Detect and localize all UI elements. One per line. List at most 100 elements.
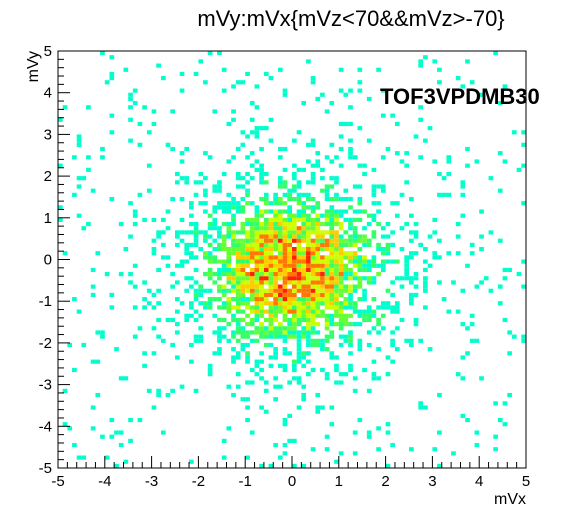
heatmap-cell xyxy=(235,351,241,356)
heatmap-cell xyxy=(409,338,414,343)
heatmap-cell xyxy=(348,196,353,202)
heatmap-cell xyxy=(207,372,213,377)
heatmap-cell xyxy=(273,192,278,197)
heatmap-cell xyxy=(366,305,372,310)
heatmap-cell xyxy=(277,301,283,306)
heatmap-cell xyxy=(287,267,292,273)
heatmap-cell xyxy=(170,272,175,277)
heatmap-cell xyxy=(380,313,386,318)
heatmap-cell xyxy=(207,255,213,260)
heatmap-cell xyxy=(329,334,335,339)
heatmap-cell xyxy=(306,159,311,164)
heatmap-cell xyxy=(207,226,213,231)
heatmap-cell xyxy=(371,359,377,364)
heatmap-cell xyxy=(142,280,147,285)
heatmap-cell xyxy=(245,255,250,260)
heatmap-cell xyxy=(329,217,335,222)
heatmap-cell xyxy=(366,221,372,227)
heatmap-cell xyxy=(343,242,349,247)
heatmap-cell xyxy=(184,246,190,252)
heatmap-cell xyxy=(287,272,292,277)
heatmap-cell xyxy=(217,205,222,210)
heatmap-cell xyxy=(329,238,335,243)
heatmap-cell xyxy=(292,280,297,285)
heatmap-cell xyxy=(221,292,227,298)
heatmap-cell xyxy=(409,342,414,348)
heatmap-cell xyxy=(193,288,199,293)
heatmap-cell xyxy=(282,297,288,302)
heatmap-cell xyxy=(193,317,199,323)
heatmap-cell xyxy=(128,138,133,143)
heatmap-cell xyxy=(362,292,367,298)
y-tick-label: 4 xyxy=(44,85,52,102)
heatmap-cell xyxy=(263,297,269,302)
heatmap-cell xyxy=(338,326,344,331)
heatmap-cell xyxy=(198,326,204,331)
heatmap-cell xyxy=(263,192,269,197)
heatmap-cell xyxy=(207,267,213,273)
heatmap-cell xyxy=(296,351,302,356)
heatmap-cell xyxy=(296,359,302,364)
heatmap-cell xyxy=(249,226,255,231)
heatmap-cell xyxy=(128,117,133,122)
heatmap-cell xyxy=(479,280,484,285)
heatmap-cell xyxy=(338,221,344,227)
heatmap-cell xyxy=(301,284,307,289)
heatmap-cell xyxy=(240,284,246,289)
heatmap-cell xyxy=(292,251,297,256)
heatmap-cell xyxy=(179,217,185,222)
heatmap-cell xyxy=(287,305,292,310)
x-axis-label: mVx xyxy=(494,491,526,508)
heatmap-cell xyxy=(329,351,335,356)
heatmap-cell xyxy=(315,205,321,210)
heatmap-cell xyxy=(179,384,185,389)
heatmap-cell xyxy=(249,251,255,256)
heatmap-cell xyxy=(259,288,264,293)
heatmap-cell xyxy=(315,259,321,264)
heatmap-cell xyxy=(259,226,264,231)
heatmap-cell xyxy=(179,263,185,268)
heatmap-cell xyxy=(310,180,316,185)
heatmap-cell xyxy=(287,188,292,193)
heatmap-cell xyxy=(310,292,316,298)
heatmap-cell xyxy=(193,334,199,339)
heatmap-cell xyxy=(306,251,311,256)
heatmap-cell xyxy=(301,330,307,335)
heatmap-cell xyxy=(469,322,475,327)
heatmap-cell xyxy=(474,430,480,435)
heatmap-cell xyxy=(310,326,316,331)
heatmap-cell xyxy=(301,363,307,368)
heatmap-cell xyxy=(380,326,386,331)
heatmap-cell xyxy=(231,234,236,239)
heatmap-cell xyxy=(409,238,414,243)
heatmap-cell xyxy=(151,326,157,331)
heatmap-cell xyxy=(366,313,372,318)
heatmap-cell xyxy=(460,376,466,381)
heatmap-cell xyxy=(371,309,377,314)
heatmap-cell xyxy=(217,338,222,343)
heatmap-cell xyxy=(306,301,311,306)
heatmap-cell xyxy=(240,342,246,348)
heatmap-cell xyxy=(409,255,414,260)
heatmap-cell xyxy=(366,430,372,435)
heatmap-cell xyxy=(231,297,236,302)
heatmap-cell xyxy=(362,367,367,373)
heatmap-cell xyxy=(72,192,77,197)
heatmap-cell xyxy=(296,267,302,273)
heatmap-cell xyxy=(142,217,147,222)
heatmap-cell xyxy=(324,109,330,114)
heatmap-cell xyxy=(193,234,199,239)
heatmap-cell xyxy=(352,259,358,264)
heatmap-cell xyxy=(273,297,278,302)
heatmap-cell xyxy=(235,201,241,206)
heatmap-cell xyxy=(263,221,269,227)
heatmap-cell xyxy=(437,255,442,260)
heatmap-cell xyxy=(292,213,297,218)
heatmap-cell xyxy=(273,272,278,277)
heatmap-cell xyxy=(409,251,414,256)
heatmap-cell xyxy=(315,163,321,168)
heatmap-cell xyxy=(231,217,236,222)
y-tick-label: -4 xyxy=(39,418,52,435)
heatmap-cell xyxy=(273,276,278,281)
x-tick-label: 2 xyxy=(381,473,389,490)
